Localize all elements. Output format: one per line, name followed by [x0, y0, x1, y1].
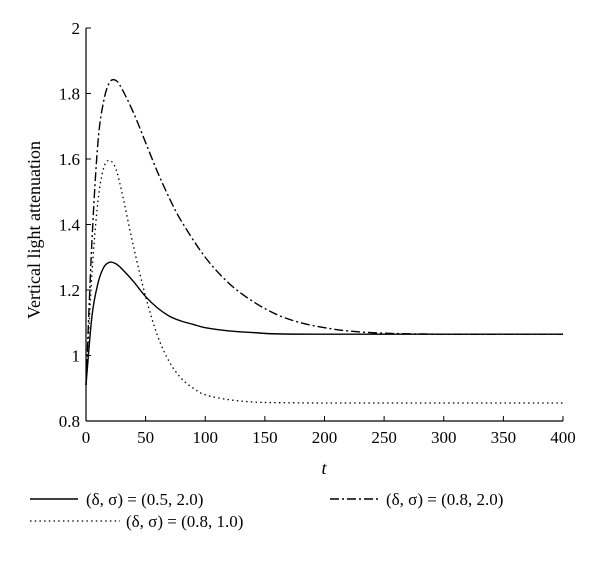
x-tick-label: 300 — [431, 428, 457, 447]
x-tick-label: 400 — [550, 428, 576, 447]
plot-area — [85, 78, 563, 404]
legend-label-1: (δ, σ) = (0.8, 2.0) — [386, 490, 503, 509]
x-tick-label: 0 — [82, 428, 91, 447]
y-ticks: 0.8 1 1.2 1.4 1.6 1.8 2 — [59, 19, 91, 431]
y-tick-label: 2 — [72, 19, 81, 38]
y-tick-label: 0.8 — [59, 412, 80, 431]
y-tick-label: 1.4 — [59, 216, 81, 235]
y-tick-label: 1.6 — [59, 150, 80, 169]
legend: (δ, σ) = (0.5, 2.0) (δ, σ) = (0.8, 2.0) (δ… — [30, 490, 503, 531]
x-axis-title: t — [321, 458, 327, 478]
axes — [85, 28, 563, 422]
y-tick-label: 1 — [72, 347, 81, 366]
x-tick-label: 50 — [137, 428, 154, 447]
y-tick-label: 1.2 — [59, 281, 80, 300]
series-line-1 — [85, 159, 563, 404]
x-ticks: 0 50 100 150 200 250 300 350 400 — [82, 416, 576, 447]
x-tick-label: 250 — [371, 428, 397, 447]
y-tick-label: 1.8 — [59, 85, 80, 104]
x-tick-label: 350 — [491, 428, 517, 447]
legend-label-2: (δ, σ) = (0.8, 1.0) — [126, 512, 243, 531]
x-tick-label: 150 — [252, 428, 278, 447]
series-line-2 — [85, 78, 563, 386]
x-tick-label: 200 — [312, 428, 338, 447]
y-axis-title: Vertical light attenuation — [24, 141, 44, 319]
x-tick-label: 100 — [193, 428, 219, 447]
legend-label-0: (δ, σ) = (0.5, 2.0) — [86, 490, 203, 509]
series-line-0 — [85, 261, 563, 386]
